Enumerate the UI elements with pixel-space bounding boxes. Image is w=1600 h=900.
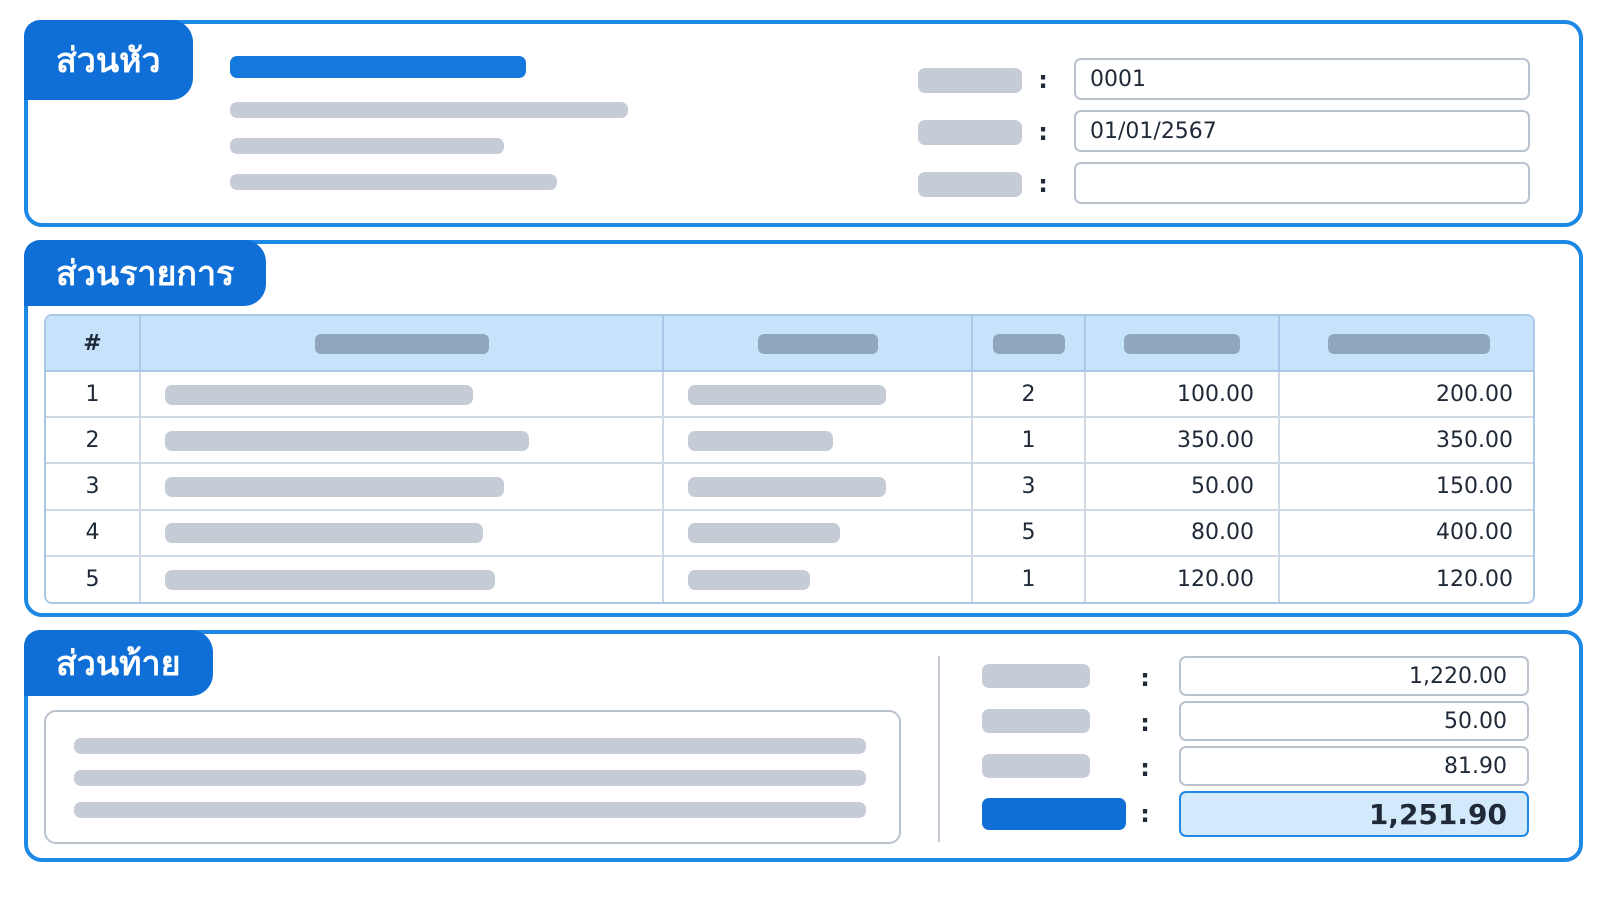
table-row[interactable]: 1 2 100.00 200.00 — [46, 371, 1533, 419]
note-line-placeholder — [74, 738, 866, 754]
item-description-placeholder — [140, 417, 664, 465]
column-header-number: # — [46, 316, 141, 372]
row-number: 2 — [46, 417, 141, 465]
customer-field[interactable] — [1074, 162, 1530, 204]
row-number: 1 — [46, 371, 141, 419]
colon: : — [1038, 170, 1048, 198]
doc-number-label — [918, 68, 1022, 93]
discount-label — [982, 709, 1090, 733]
item-unit-placeholder — [663, 463, 973, 511]
table-row[interactable]: 5 1 120.00 120.00 — [46, 555, 1533, 602]
table-row[interactable]: 4 5 80.00 400.00 — [46, 509, 1533, 557]
colon: : — [1140, 709, 1150, 737]
grand-total-field[interactable]: 1,251.90 — [1179, 791, 1529, 837]
subtotal-field[interactable]: 1,220.00 — [1179, 656, 1529, 696]
tax-label — [982, 754, 1090, 778]
item-price: 350.00 — [1085, 417, 1280, 465]
column-header-unit — [663, 316, 973, 372]
item-description-placeholder — [140, 509, 664, 557]
row-number: 3 — [46, 463, 141, 511]
colon: : — [1038, 118, 1048, 146]
document-title-placeholder — [230, 56, 526, 78]
column-header-quantity — [972, 316, 1086, 372]
item-price: 80.00 — [1085, 509, 1280, 557]
colon: : — [1140, 800, 1150, 828]
column-header-amount — [1279, 316, 1533, 372]
footer-section-title: ส่วนท้าย — [24, 630, 213, 696]
footer-section: ส่วนท้าย : 1,220.00 : 50.00 : 81.90 : 1,… — [24, 630, 1583, 862]
grand-total-label — [982, 798, 1126, 830]
item-quantity: 1 — [972, 417, 1086, 465]
items-section-title: ส่วนรายการ — [24, 240, 267, 306]
column-header-description — [140, 316, 664, 372]
item-price: 100.00 — [1085, 371, 1280, 419]
note-line-placeholder — [74, 770, 866, 786]
item-amount: 120.00 — [1436, 566, 1513, 592]
subtotal-label — [982, 664, 1090, 688]
row-number: 5 — [46, 555, 141, 602]
item-amount: 200.00 — [1279, 371, 1533, 419]
notes-box[interactable] — [44, 710, 901, 844]
items-table: # 1 2 100.00 200.00 2 — [44, 314, 1535, 604]
footer-divider — [938, 656, 940, 842]
item-unit-placeholder — [663, 555, 973, 602]
item-quantity: 2 — [972, 371, 1086, 419]
item-price: 120.00 — [1085, 555, 1280, 602]
header-section-title: ส่วนหัว — [24, 20, 193, 100]
items-section: ส่วนรายการ # 1 — [24, 240, 1583, 617]
item-amount: 150.00 — [1279, 463, 1533, 511]
item-description-placeholder — [140, 463, 664, 511]
discount-field[interactable]: 50.00 — [1179, 701, 1529, 741]
company-line-placeholder — [230, 102, 628, 118]
item-amount: 400.00 — [1279, 509, 1533, 557]
note-line-placeholder — [74, 802, 866, 818]
item-quantity: 5 — [972, 509, 1086, 557]
row-number: 4 — [46, 509, 141, 557]
item-unit-placeholder — [663, 417, 973, 465]
customer-label — [918, 172, 1022, 197]
tax-field[interactable]: 81.90 — [1179, 746, 1529, 786]
date-label — [918, 120, 1022, 145]
table-row[interactable]: 3 3 50.00 150.00 — [46, 463, 1533, 511]
doc-number-field[interactable]: 0001 — [1074, 58, 1530, 100]
colon: : — [1038, 66, 1048, 94]
header-section: ส่วนหัว : 0001 : 01/01/2567 : — [24, 20, 1583, 227]
item-quantity: 1 — [972, 555, 1086, 602]
colon: : — [1140, 754, 1150, 782]
contact-line-placeholder — [230, 174, 557, 190]
table-row[interactable]: 2 1 350.00 350.00 — [46, 417, 1533, 465]
item-amount: 350.00 — [1279, 417, 1533, 465]
item-quantity: 3 — [972, 463, 1086, 511]
address-line-placeholder — [230, 138, 504, 154]
item-description-placeholder — [140, 371, 664, 419]
colon: : — [1140, 664, 1150, 692]
table-header-row: # — [46, 316, 1533, 372]
date-field[interactable]: 01/01/2567 — [1074, 110, 1530, 152]
item-unit-placeholder — [663, 509, 973, 557]
item-price: 50.00 — [1085, 463, 1280, 511]
item-description-placeholder — [140, 555, 664, 602]
item-unit-placeholder — [663, 371, 973, 419]
column-header-price — [1085, 316, 1280, 372]
